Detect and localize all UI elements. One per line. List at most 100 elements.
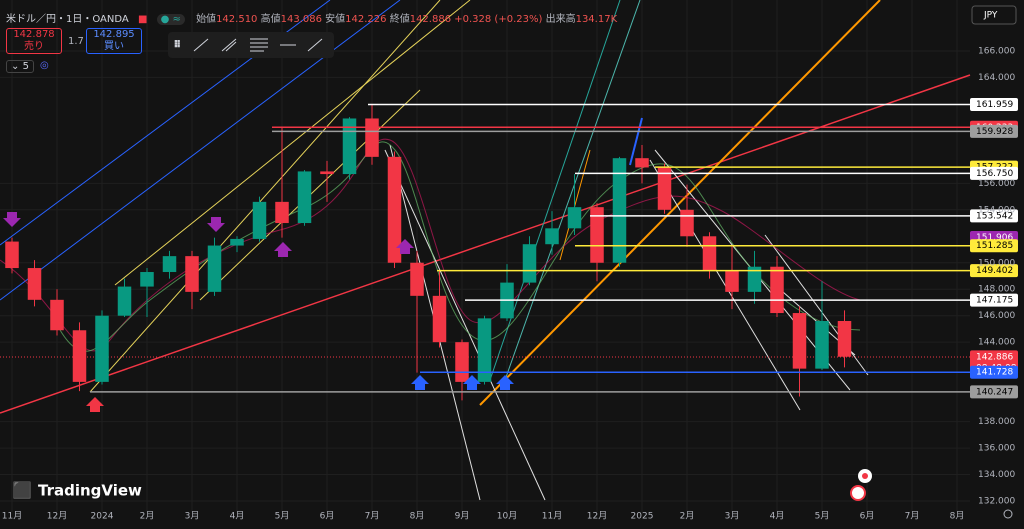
candle-body — [410, 262, 424, 296]
price-tag — [970, 365, 1018, 379]
candle-body — [275, 201, 289, 224]
candle-body — [612, 158, 627, 263]
x-tick-label: 11月 — [542, 511, 562, 522]
price-tag — [970, 293, 1018, 307]
y-tick-label: 138.000 — [978, 417, 1015, 427]
close: 142.886 — [409, 14, 452, 25]
channel-tool[interactable] — [221, 38, 237, 52]
y-tick-label: 154.000 — [978, 205, 1015, 215]
open: 142.510 — [216, 14, 258, 25]
grip: ⠿ — [174, 40, 181, 51]
x-tick-label: 4月 — [230, 511, 245, 522]
buy-button[interactable]: 142.895 買い — [86, 28, 142, 54]
price-tag-label: 151.285 — [976, 241, 1013, 251]
price-tag-label: 153.542 — [976, 211, 1013, 221]
x-axis: 166.000 164.000 156.000 154.000 150.000 148.0… — [2, 46, 1016, 521]
candle-body — [815, 320, 829, 369]
candle-body — [545, 228, 559, 245]
markers — [3, 212, 1013, 519]
x-tick-label: 11月 — [2, 511, 22, 522]
y-tick-label: 164.000 — [978, 73, 1015, 83]
candle-body — [95, 315, 109, 382]
candle-body — [455, 342, 469, 382]
candle-body — [522, 244, 537, 283]
candle-body — [185, 256, 199, 292]
price-tag — [970, 97, 1018, 111]
toolbar-icons: ⠿ — [174, 38, 323, 52]
flag[interactable]: ■ — [137, 14, 148, 25]
price-tag — [970, 166, 1018, 180]
candle-body — [477, 318, 492, 382]
candle-body — [27, 268, 42, 300]
candle-body — [747, 266, 762, 292]
indicator-count[interactable]: 5 — [22, 61, 29, 72]
candle-body — [342, 118, 357, 175]
x-tick-label: 10月 — [497, 511, 517, 522]
y-tick-label: 156.000 — [978, 179, 1015, 189]
candle-body — [72, 330, 87, 382]
x-tick-label: 2025 — [631, 512, 654, 522]
y-tick-label: 132.000 — [978, 497, 1015, 507]
price-tag-label: 156.750 — [976, 169, 1013, 179]
x-tick-label: 9月 — [455, 511, 470, 522]
price-tag — [970, 264, 1018, 278]
low-label: 安値 — [325, 14, 346, 25]
legend: 米ドル／円・1日・OANDA ■ ● ≈ 始値142.510 高値143.086… — [6, 10, 617, 25]
candle-body — [5, 241, 19, 269]
sell-label[interactable]: 売り — [24, 41, 44, 52]
x-tick-label: 2月 — [680, 511, 695, 522]
price-tag-label: 147.175 — [976, 296, 1013, 306]
drawings — [0, 0, 971, 501]
trendline-tool[interactable] — [193, 38, 209, 52]
candle-body — [770, 266, 784, 314]
buy-price[interactable]: 142.895 — [93, 29, 135, 40]
candle-body — [657, 167, 672, 210]
candle-body — [252, 201, 267, 239]
price-tag-label: 159.928 — [976, 127, 1013, 137]
x-tick-label: 7月 — [365, 511, 380, 522]
open-label: 始値 — [196, 14, 217, 25]
candle-body — [432, 295, 447, 343]
indicator-icon[interactable]: ◎ — [40, 60, 49, 71]
y-tick-label: 146.000 — [978, 311, 1015, 321]
x-tick-label: 5月 — [815, 511, 830, 522]
sell-price[interactable]: 142.878 — [13, 29, 55, 40]
buy-label[interactable]: 買い — [104, 41, 124, 52]
candle-body — [702, 236, 717, 271]
x-tick-label: 3月 — [725, 511, 740, 522]
symbol: 米ドル／円・1日・OANDA — [6, 14, 129, 25]
currency[interactable]: JPY — [983, 11, 998, 21]
candle-body — [207, 245, 222, 292]
price-tag — [970, 385, 1018, 399]
candle-body — [297, 171, 312, 224]
candle-body — [590, 207, 604, 263]
candle-body — [365, 118, 379, 157]
y-tick-label: 134.000 — [978, 470, 1015, 480]
price-tag — [970, 209, 1018, 223]
status[interactable]: ● ≈ — [156, 14, 185, 25]
y-tick-label: 150.000 — [978, 258, 1015, 268]
currency-box[interactable] — [971, 5, 1017, 25]
y-tick-label: 148.000 — [978, 285, 1015, 295]
x-tick-label: 7月 — [905, 511, 920, 522]
fib-tool[interactable] — [250, 38, 268, 52]
x-tick-label: 8月 — [950, 511, 965, 522]
volume: 134.17K — [575, 14, 618, 25]
candle-body — [387, 156, 402, 263]
spread: 1.7 — [68, 36, 84, 47]
x-tick-label: 6月 — [860, 511, 875, 522]
y-tick-label: 144.000 — [978, 338, 1015, 348]
price-tag-label: 161.959 — [976, 100, 1013, 110]
volume-label: 出来高 — [545, 14, 576, 25]
candle-body — [725, 270, 739, 292]
candle-body — [117, 286, 132, 316]
drawing-toolbar: ⠿ — [168, 32, 334, 58]
indicators-toggle[interactable]: ⌄ 5 — [6, 60, 34, 73]
price-tag — [970, 124, 1018, 138]
low: 142.226 — [345, 14, 387, 25]
price-tag-label: 149.402 — [976, 266, 1013, 276]
x-tick-label: 6月 — [320, 511, 335, 522]
ray-tool[interactable] — [307, 38, 323, 52]
sell-button[interactable]: 142.878 売り — [6, 28, 62, 54]
